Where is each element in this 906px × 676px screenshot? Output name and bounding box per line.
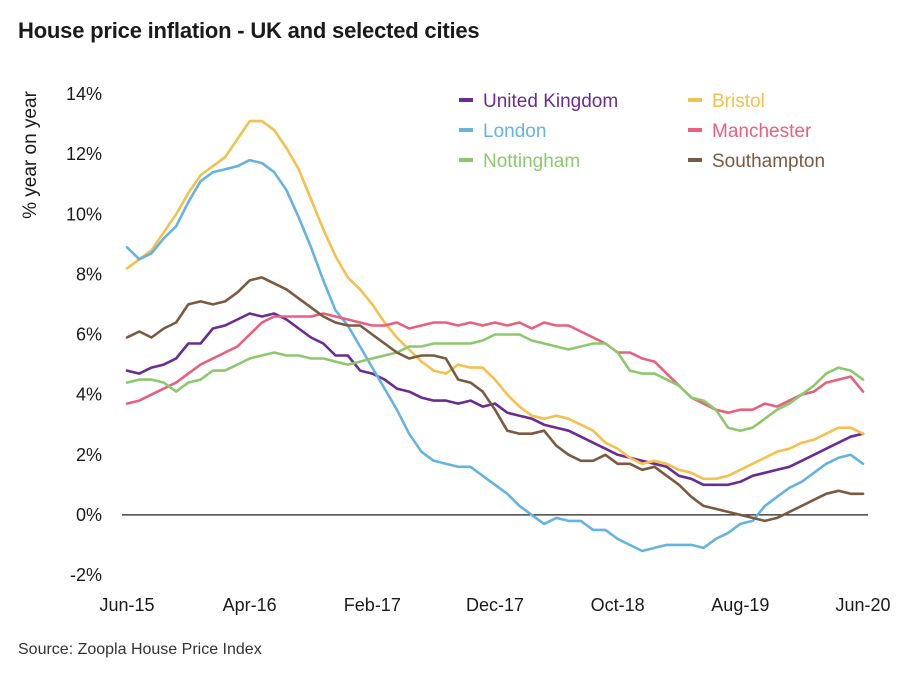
chart-title: House price inflation - UK and selected … (18, 18, 480, 43)
x-tick-label: Jun-15 (99, 595, 154, 615)
series-line-united-kingdom (125, 312, 865, 487)
y-tick-label: 4% (76, 385, 102, 405)
source-note: Source: Zoopla House Price Index (18, 641, 262, 658)
y-tick-label: 8% (76, 264, 102, 284)
y-tick-label: 12% (66, 144, 102, 164)
y-tick-label: 14% (66, 84, 102, 104)
y-tick-label: 6% (76, 325, 102, 345)
x-tick-label: Oct-18 (591, 595, 645, 615)
x-tick-label: Feb-17 (344, 595, 401, 615)
x-tick-label: Apr-16 (223, 595, 277, 615)
series-line-manchester (125, 312, 865, 415)
legend-label-united-kingdom: United Kingdom (483, 91, 618, 112)
series-line-southampton (125, 276, 865, 523)
x-tick-label: Dec-17 (466, 595, 524, 615)
series-line-nottingham (125, 333, 865, 433)
legend-label-manchester: Manchester (712, 121, 812, 142)
x-tick-label: Aug-19 (711, 595, 769, 615)
legend-label-nottingham: Nottingham (483, 151, 580, 172)
y-axis-label: % year on year (20, 90, 41, 218)
legend-label-southampton: Southampton (712, 151, 825, 172)
legend-label-bristol: Bristol (712, 91, 765, 112)
legend-label-london: London (483, 121, 546, 142)
x-tick-label: Jun-20 (835, 595, 890, 615)
series-line-bristol (125, 119, 865, 481)
y-tick-label: -2% (70, 565, 102, 585)
x-axis-ticks: Jun-15 Apr-16 Feb-17 Dec-17 Oct-18 Aug-19 Jun-… (99, 595, 890, 615)
y-tick-label: 2% (76, 445, 102, 465)
legend: United Kingdom Bristol London Manchester Not… (459, 91, 825, 172)
series-lines (125, 119, 865, 553)
series-line-london (125, 158, 865, 553)
y-axis-ticks: -2% 0% 2% 4% 6% 8% 10% 12% 14% (66, 84, 102, 585)
y-tick-label: 10% (66, 204, 102, 224)
y-tick-label: 0% (76, 505, 102, 525)
